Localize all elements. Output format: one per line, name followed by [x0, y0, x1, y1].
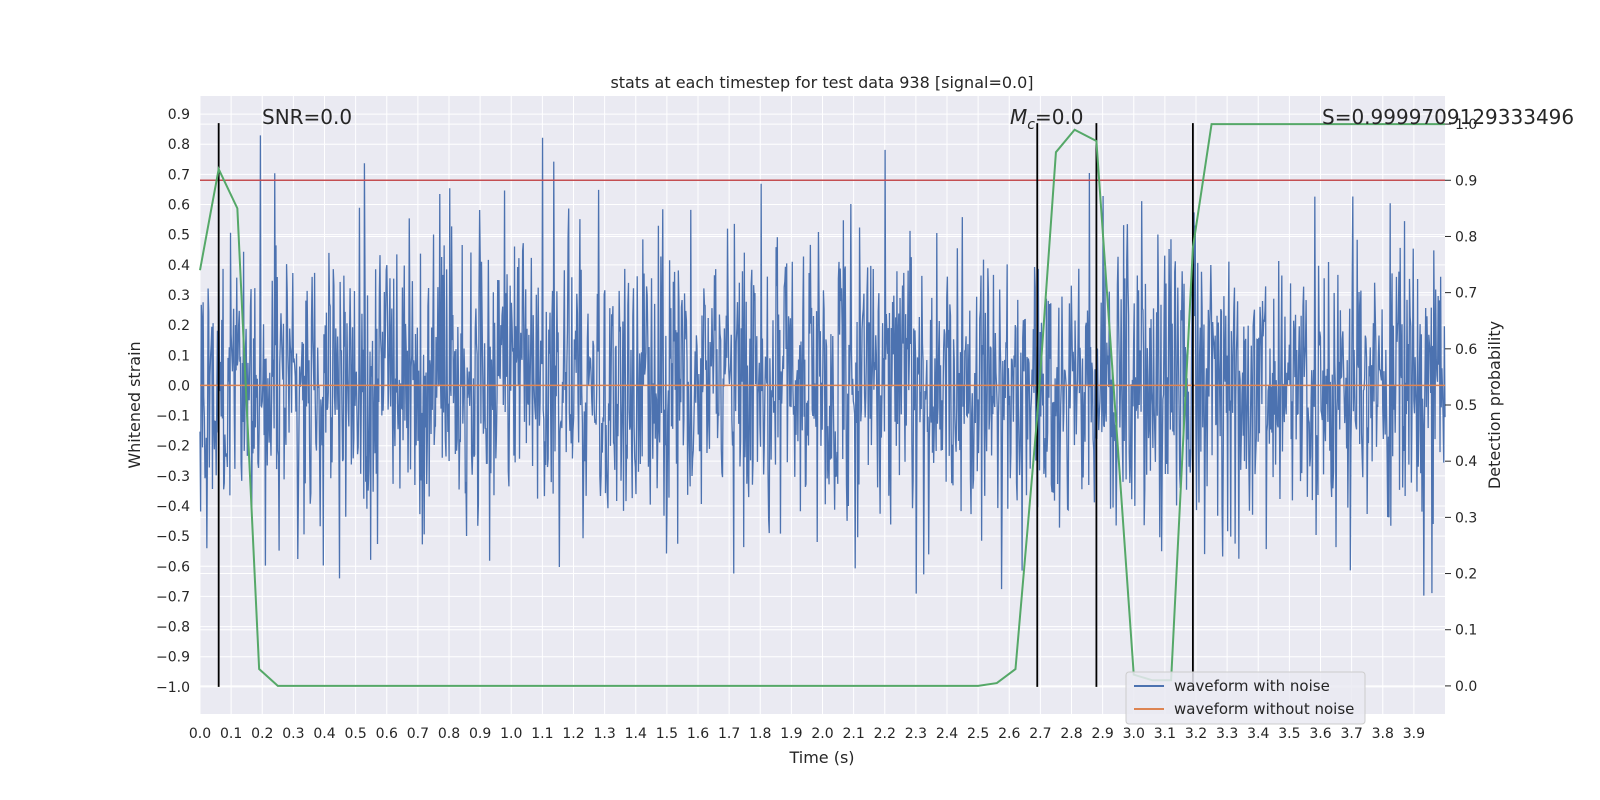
chart-title: stats at each timestep for test data 938… — [610, 73, 1033, 92]
x-axis-ticks: 0.0 0.1 0.2 0.3 0.4 0.5 0.6 0.7 0.8 0.9 1.0 1.1 1.2 1… — [189, 726, 1425, 742]
y2-tick-label: 0.7 — [1455, 286, 1477, 302]
y-tick-label: −0.9 — [156, 650, 190, 666]
y2-axis-label: Detection probability — [1485, 321, 1504, 489]
y2-tick-label: 0.0 — [1455, 679, 1477, 695]
x-tick-label: 2.5 — [967, 726, 989, 742]
x-tick-label: 0.8 — [438, 726, 460, 742]
y-tick-label: 0.5 — [168, 228, 190, 244]
y-tick-label: −1.0 — [156, 680, 190, 696]
x-axis-label: Time (s) — [788, 748, 854, 767]
y-tick-label: −0.3 — [156, 469, 190, 485]
y2-tick-label: 0.3 — [1455, 510, 1477, 526]
x-tick-label: 2.2 — [874, 726, 896, 742]
x-tick-label: 2.8 — [1060, 726, 1082, 742]
x-tick-label: 1.7 — [718, 726, 740, 742]
y2-tick-label: 0.4 — [1455, 454, 1477, 470]
x-tick-label: 2.6 — [998, 726, 1020, 742]
x-tick-label: 3.9 — [1403, 726, 1425, 742]
x-tick-label: 0.2 — [251, 726, 273, 742]
s-annotation: S=0.9999709129333496 — [1322, 105, 1574, 129]
legend-label-noise: waveform with noise — [1174, 677, 1330, 695]
x-tick-label: 0.5 — [344, 726, 366, 742]
x-tick-label: 0.0 — [189, 726, 211, 742]
y2-tick-label: 0.6 — [1455, 342, 1477, 358]
y-tick-label: 0.6 — [168, 198, 190, 214]
x-tick-label: 1.8 — [749, 726, 771, 742]
y2-axis-ticks: 1.0 0.9 0.8 0.7 0.6 0.5 0.4 0.3 0.2 0.1 0.0 — [1445, 117, 1477, 695]
x-tick-label: 3.2 — [1185, 726, 1207, 742]
x-tick-label: 3.6 — [1309, 726, 1331, 742]
y-tick-label: −0.8 — [156, 620, 190, 636]
x-tick-label: 3.3 — [1216, 726, 1238, 742]
x-tick-label: 0.9 — [469, 726, 491, 742]
x-tick-label: 0.4 — [313, 726, 335, 742]
x-tick-label: 1.3 — [593, 726, 615, 742]
x-tick-label: 0.3 — [282, 726, 304, 742]
y-tick-label: −0.1 — [156, 409, 190, 425]
y-tick-label: 0.1 — [168, 348, 190, 364]
y-tick-label: −0.5 — [156, 529, 190, 545]
x-tick-label: 0.6 — [376, 726, 398, 742]
mc-annotation: Mc=0.0 — [1010, 105, 1084, 133]
y2-tick-label: 0.8 — [1455, 229, 1477, 245]
y-tick-label: 0.7 — [168, 167, 190, 183]
x-tick-label: 3.8 — [1372, 726, 1394, 742]
x-tick-label: 2.9 — [1091, 726, 1113, 742]
y2-tick-label: 0.2 — [1455, 567, 1477, 583]
x-tick-label: 1.6 — [687, 726, 709, 742]
y-tick-label: 0.4 — [168, 258, 190, 274]
x-tick-label: 2.4 — [936, 726, 958, 742]
y-tick-label: −0.4 — [156, 499, 190, 515]
x-tick-label: 3.0 — [1123, 726, 1145, 742]
y2-tick-label: 0.1 — [1455, 623, 1477, 639]
y-tick-label: −0.6 — [156, 559, 190, 575]
y-axis-label: Whitened strain — [125, 341, 144, 468]
y-tick-label: 0.3 — [168, 288, 190, 304]
x-tick-label: 3.1 — [1154, 726, 1176, 742]
mc-subscript: c — [1027, 117, 1035, 133]
x-tick-label: 1.5 — [656, 726, 678, 742]
y-tick-label: 0.2 — [168, 318, 190, 334]
x-tick-label: 1.9 — [780, 726, 802, 742]
x-tick-label: 0.7 — [407, 726, 429, 742]
snr-annotation: SNR=0.0 — [262, 105, 352, 129]
y-tick-label: −0.2 — [156, 439, 190, 455]
x-tick-label: 1.2 — [562, 726, 584, 742]
y-tick-label: 0.8 — [168, 137, 190, 153]
legend: waveform with noise waveform without noi… — [1125, 671, 1366, 725]
x-tick-label: 0.1 — [220, 726, 242, 742]
mc-value: =0.0 — [1035, 105, 1084, 129]
x-tick-label: 2.3 — [905, 726, 927, 742]
x-tick-label: 3.5 — [1278, 726, 1300, 742]
y-tick-label: 0.0 — [168, 378, 190, 394]
y-tick-label: −0.7 — [156, 589, 190, 605]
legend-label-clean: waveform without noise — [1174, 700, 1354, 718]
y2-tick-label: 0.5 — [1455, 398, 1477, 414]
y2-tick-label: 1.0 — [1455, 117, 1477, 133]
waveform-with-noise-line — [199, 135, 1446, 596]
x-tick-label: 2.1 — [842, 726, 864, 742]
x-tick-label: 2.7 — [1029, 726, 1051, 742]
x-tick-label: 1.4 — [625, 726, 647, 742]
series-waveform-with-noise — [199, 135, 1446, 596]
x-tick-label: 2.0 — [811, 726, 833, 742]
x-tick-label: 1.1 — [531, 726, 553, 742]
legend-box — [1125, 671, 1366, 725]
x-tick-label: 3.7 — [1340, 726, 1362, 742]
y2-tick-label: 0.9 — [1455, 173, 1477, 189]
y-axis-ticks: 0.9 0.8 0.7 0.6 0.5 0.4 0.3 0.2 0.1 0.0 −0.1 −0.2 −0… — [156, 107, 190, 696]
mc-symbol: M — [1010, 105, 1027, 129]
y-tick-label: 0.9 — [168, 107, 190, 123]
x-tick-label: 1.0 — [500, 726, 522, 742]
x-tick-label: 3.4 — [1247, 726, 1269, 742]
